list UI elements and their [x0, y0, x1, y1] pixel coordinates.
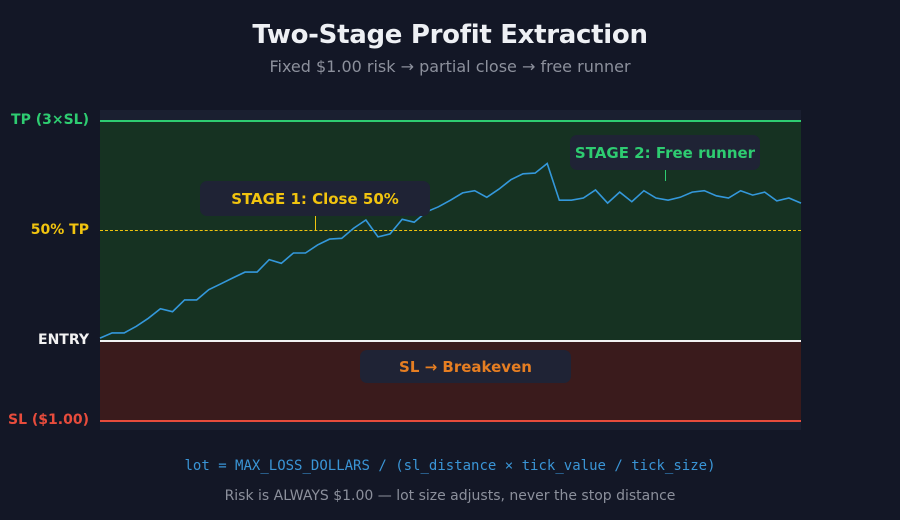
sl-line — [100, 420, 801, 422]
breakeven-callout-text: SL → Breakeven — [399, 357, 532, 376]
chart-subtitle: Fixed $1.00 risk → partial close → free … — [269, 57, 631, 76]
stage1-callout: STAGE 1: Close 50% — [200, 181, 430, 216]
price-line — [99, 162, 802, 339]
entry-label: ENTRY — [38, 332, 89, 348]
risk-footnote: Risk is ALWAYS $1.00 — lot size adjusts,… — [224, 488, 676, 504]
chart-title: Two-Stage Profit Extraction — [252, 20, 648, 50]
sl-label: SL ($1.00) — [8, 412, 89, 428]
stage2-callout: STAGE 2: Free runner — [570, 135, 760, 170]
half-tp-line — [100, 230, 801, 231]
tp-line — [100, 120, 801, 122]
stage2-callout-text: STAGE 2: Free runner — [574, 143, 756, 162]
lot-size-formula: lot = MAX_LOSS_DOLLARS / (sl_distance × … — [184, 458, 716, 474]
entry-line — [100, 340, 801, 342]
half-tp-label: 50% TP — [30, 222, 89, 238]
breakeven-callout: SL → Breakeven — [360, 350, 571, 383]
tp-label: TP (3×SL) — [11, 112, 89, 128]
stage1-callout-text: STAGE 1: Close 50% — [231, 189, 399, 208]
